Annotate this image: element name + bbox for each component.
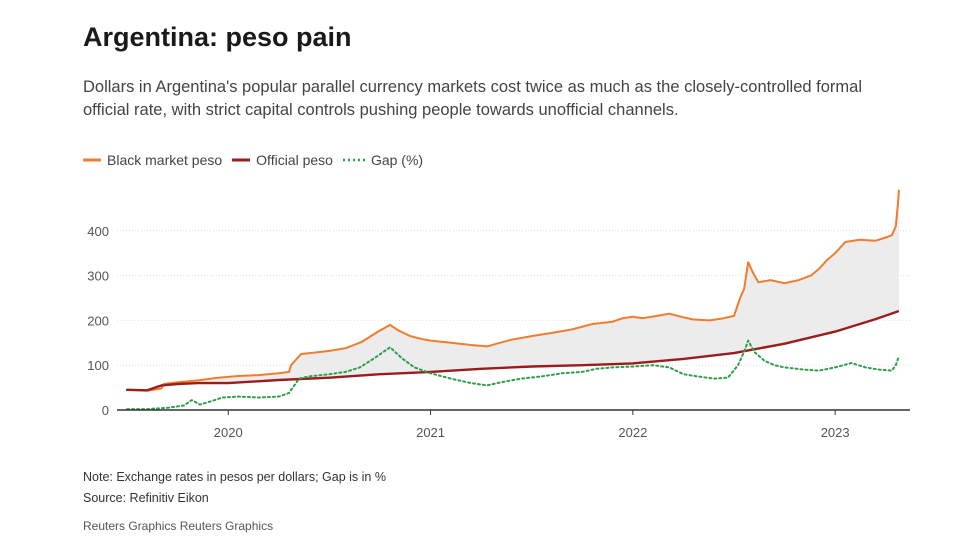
x-tick-label: 2021 — [416, 425, 445, 440]
legend-label-official: Official peso — [256, 152, 333, 168]
chart-legend: Black market peso Official peso Gap (%) — [83, 152, 433, 168]
legend-item-black-market: Black market peso — [83, 152, 222, 168]
y-tick-label: 200 — [87, 313, 109, 328]
chart-credit: Reuters Graphics Reuters Graphics — [83, 519, 274, 533]
gap-shaded-area — [127, 190, 899, 391]
gap-line — [126, 339, 900, 411]
legend-swatch-gap — [342, 158, 365, 162]
chart-title: Argentina: peso pain — [83, 22, 352, 52]
legend-label-black-market: Black market peso — [107, 152, 223, 168]
x-tick-label: 2023 — [821, 425, 850, 440]
y-tick-label: 400 — [87, 224, 109, 239]
y-tick-label: 100 — [87, 358, 109, 373]
legend-item-gap: Gap (%) — [342, 152, 424, 168]
legend-swatch-official — [232, 158, 251, 162]
chart-note: Note: Exchange rates in pesos per dollar… — [83, 470, 386, 484]
legend-label-gap: Gap (%) — [370, 152, 424, 168]
legend-swatch-black-market — [83, 158, 101, 162]
x-tick-label: 2020 — [214, 425, 243, 440]
chart-subtitle: Dollars in Argentina's popular parallel … — [83, 78, 862, 119]
y-tick-label: 0 — [102, 403, 109, 418]
black-market-line — [126, 189, 900, 392]
y-tick-label: 300 — [87, 269, 109, 284]
x-tick-label: 2022 — [618, 425, 647, 440]
official-line — [125, 310, 900, 392]
legend-item-official: Official peso — [232, 152, 333, 168]
chart-source: Source: Refinitiv Eikon — [83, 491, 209, 505]
